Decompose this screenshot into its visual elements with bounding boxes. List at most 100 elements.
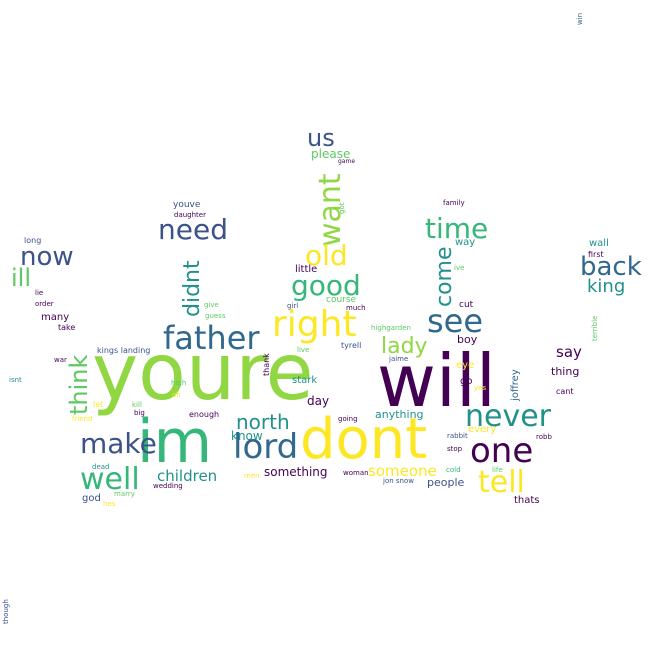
cloud-word: boy [457, 333, 478, 346]
cloud-word: ive [454, 264, 465, 272]
cloud-word: need [158, 213, 228, 246]
cloud-word: think [65, 354, 93, 415]
cloud-word: please [311, 147, 351, 161]
cloud-word: guess [205, 312, 226, 320]
cloud-word: thank [262, 353, 271, 376]
cloud-word: highgarden [371, 324, 411, 332]
cloud-word: back [580, 252, 642, 282]
cloud-word: will [377, 339, 496, 423]
cloud-word: way [455, 237, 476, 248]
cloud-word: tyrell [341, 341, 362, 350]
cloud-word: men [244, 472, 260, 480]
cloud-word: girl [287, 302, 299, 310]
cloud-word: got [338, 202, 346, 214]
cloud-word: cold [446, 466, 461, 474]
cloud-word: youve [173, 200, 201, 210]
cloud-word: wall [589, 238, 609, 249]
cloud-word: daughter [174, 211, 206, 219]
cloud-word: day [307, 394, 330, 408]
cloud-word: kings landing [97, 346, 151, 355]
cloud-word: win [576, 12, 584, 25]
cloud-word: anything [375, 408, 424, 421]
cloud-word: marry [114, 490, 135, 498]
cloud-word: now [20, 242, 74, 272]
cloud-word: robb [536, 433, 552, 441]
cloud-word: game [338, 158, 356, 165]
cloud-word: one [470, 431, 534, 471]
cloud-word: tell [478, 465, 525, 500]
cloud-word: little [295, 264, 318, 275]
cloud-word: us [307, 124, 335, 152]
cloud-word: family [443, 199, 465, 207]
cloud-word: go [460, 376, 473, 387]
cloud-word: oh [172, 391, 181, 399]
cloud-word: say [556, 343, 582, 361]
cloud-word: high [171, 379, 187, 387]
cloud-word: someone [368, 462, 437, 480]
cloud-word: hes [103, 500, 116, 508]
cloud-word: didnt [180, 260, 205, 317]
cloud-word: well [80, 462, 140, 497]
cloud-word: cut [459, 300, 474, 310]
cloud-word: take [58, 323, 76, 332]
cloud-word: let [93, 400, 104, 409]
cloud-word: make [80, 427, 157, 460]
cloud-word: terrible [591, 315, 599, 341]
cloud-word: father [163, 319, 260, 357]
cloud-word: friend [72, 415, 93, 423]
cloud-word: lie [35, 289, 44, 297]
cloud-word: im [137, 407, 213, 477]
cloud-word: many [41, 312, 70, 323]
cloud-word: see [427, 302, 484, 340]
cloud-word: ill [11, 264, 32, 292]
cloud-word: eye [456, 360, 475, 371]
cloud-word: enough [189, 410, 220, 419]
cloud-word: jon snow [383, 477, 414, 485]
cloud-word: yes [474, 384, 487, 392]
cloud-word: jaime [389, 355, 409, 363]
cloud-word: stop [447, 445, 463, 453]
cloud-word: though [2, 599, 10, 624]
cloud-word: good [291, 269, 361, 302]
cloud-word: lord [233, 427, 299, 467]
cloud-word: every [468, 424, 497, 435]
cloud-word: know [231, 429, 263, 443]
cloud-word: north [236, 410, 290, 434]
cloud-word: lady [381, 334, 428, 359]
cloud-word: woman [343, 469, 369, 477]
cloud-word: isnt [9, 376, 22, 384]
cloud-word: wedding [153, 482, 183, 490]
cloud-word: never [465, 399, 552, 434]
cloud-word: youre [92, 328, 314, 418]
cloud-word: come [432, 246, 457, 307]
cloud-word: old [305, 239, 348, 272]
cloud-word: something [264, 465, 328, 479]
cloud-word: dont [300, 407, 428, 472]
cloud-word: stark [292, 375, 318, 386]
cloud-word: joffrey [510, 369, 521, 401]
cloud-word: long [24, 236, 42, 245]
cloud-word: dead [92, 463, 110, 471]
cloud-word: big [134, 409, 145, 417]
cloud-word: kill [132, 401, 142, 409]
cloud-word: life [492, 466, 503, 474]
cloud-word: going [338, 415, 358, 423]
cloud-word: course [326, 295, 357, 305]
cloud-word: rabbit [447, 432, 468, 440]
cloud-word: cant [556, 387, 574, 396]
cloud-word: order [35, 300, 54, 308]
cloud-word: much [346, 304, 366, 312]
cloud-word: war [54, 356, 67, 364]
cloud-word: children [157, 467, 218, 485]
cloud-word: people [427, 476, 465, 489]
cloud-word: right [272, 304, 357, 345]
cloud-word: god [82, 493, 101, 504]
cloud-word: thing [551, 365, 580, 378]
cloud-word: time [425, 212, 489, 245]
cloud-word: live [297, 346, 310, 354]
cloud-word: thats [514, 495, 540, 506]
cloud-word: king [587, 276, 626, 297]
cloud-word: first [588, 250, 604, 259]
cloud-word: give [204, 301, 219, 309]
